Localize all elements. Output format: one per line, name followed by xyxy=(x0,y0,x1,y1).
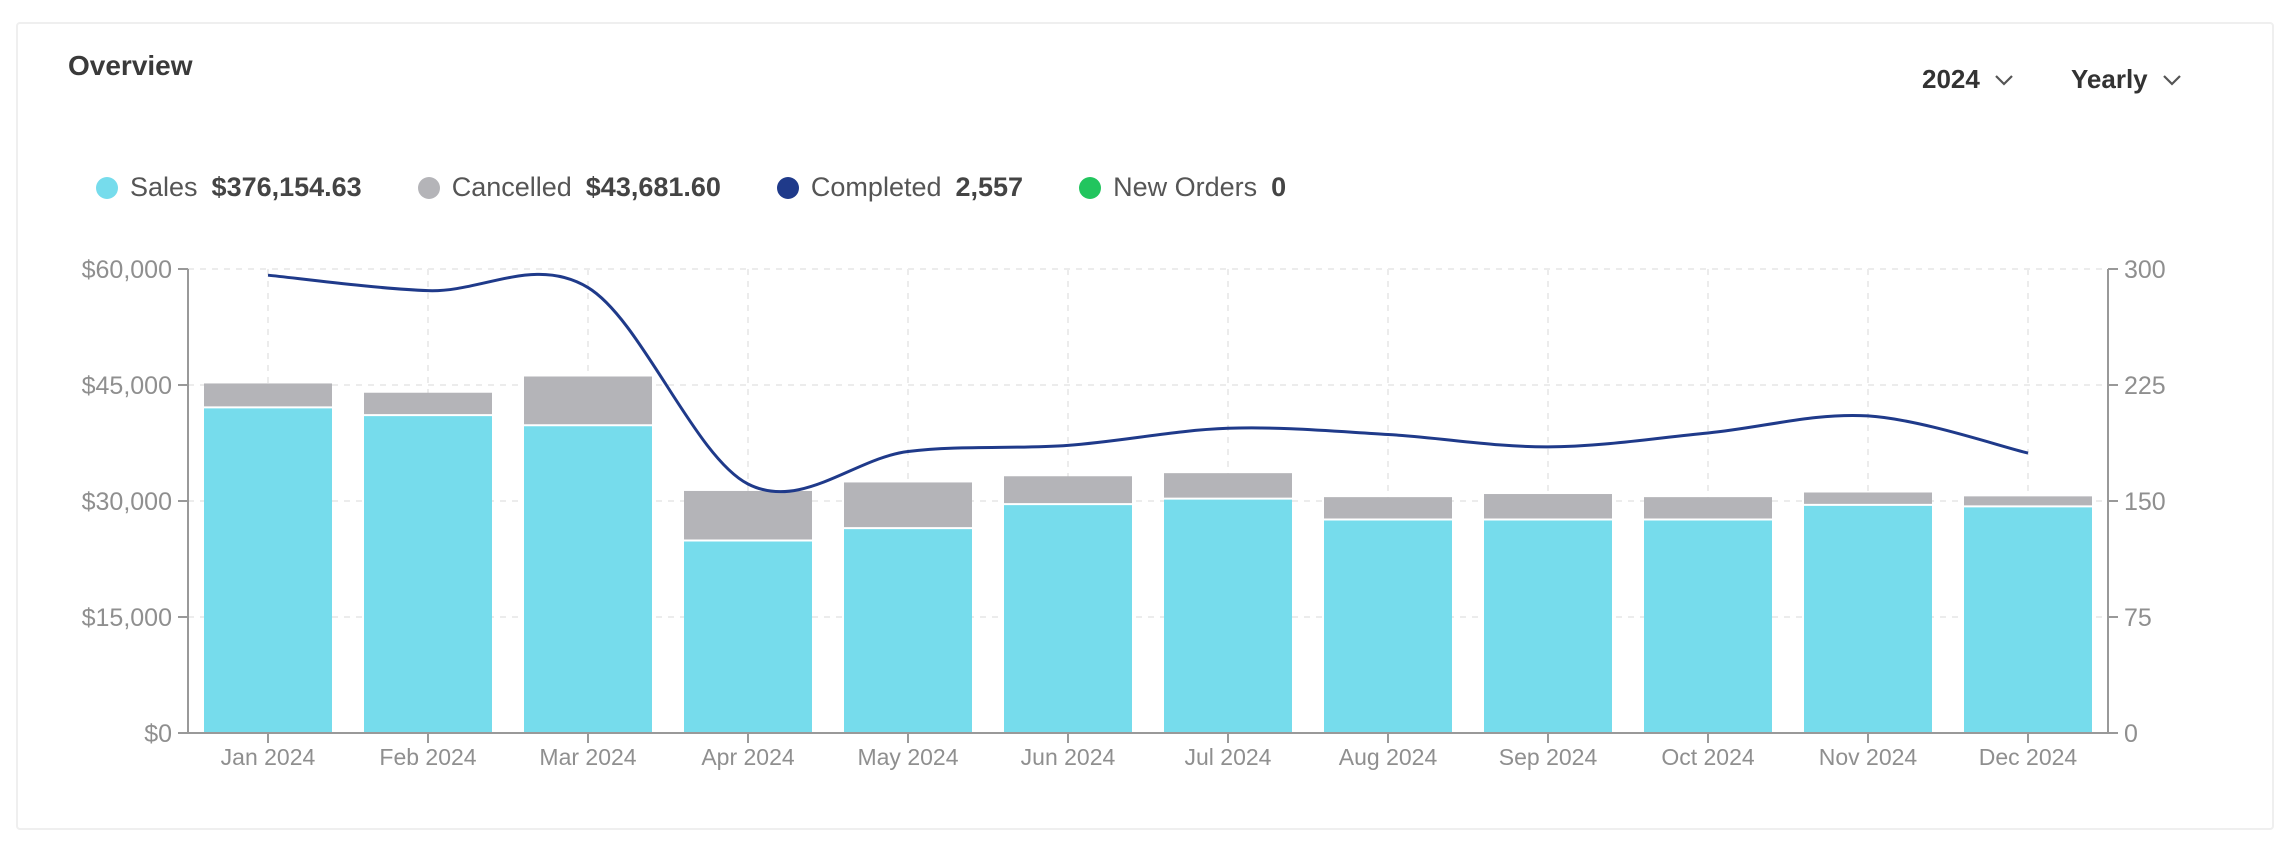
bar-cancelled xyxy=(844,482,972,529)
chart-legend: Sales $376,154.63 Cancelled $43,681.60 C… xyxy=(96,172,1342,203)
bar-sales xyxy=(844,528,972,733)
legend-value: 0 xyxy=(1271,172,1287,202)
x-tick-label: May 2024 xyxy=(857,744,958,770)
x-tick-label: Nov 2024 xyxy=(1819,744,1918,770)
y-right-tick-label: 225 xyxy=(2124,372,2166,400)
x-tick-label: Feb 2024 xyxy=(379,744,476,770)
bar-sales xyxy=(364,415,492,733)
y-left-tick-label: $60,000 xyxy=(82,256,172,284)
legend-value: $376,154.63 xyxy=(211,172,362,202)
bar-cancelled xyxy=(1644,497,1772,520)
legend-item-new-orders[interactable]: New Orders 0 xyxy=(1079,172,1286,203)
bar-cancelled xyxy=(1804,492,1932,505)
legend-value: 2,557 xyxy=(955,172,1024,202)
bar-sales xyxy=(1804,504,1932,733)
y-left-tick-label: $15,000 xyxy=(82,604,172,632)
bar-cancelled xyxy=(1004,476,1132,505)
bar-sales xyxy=(1004,504,1132,733)
y-left-tick-label: $30,000 xyxy=(82,488,172,516)
period-dropdown[interactable]: Yearly xyxy=(2071,64,2182,95)
legend-item-cancelled[interactable]: Cancelled $43,681.60 xyxy=(417,172,721,203)
chevron-down-icon xyxy=(2162,74,2181,86)
bar-sales xyxy=(1484,519,1612,733)
y-right-tick-label: 300 xyxy=(2124,256,2166,284)
bar-sales xyxy=(1644,519,1772,733)
bar-cancelled xyxy=(1484,494,1612,520)
x-tick-label: Sep 2024 xyxy=(1499,744,1598,770)
x-tick-label: Dec 2024 xyxy=(1979,744,2078,770)
legend-value: $43,681.60 xyxy=(585,172,721,202)
bar-sales xyxy=(1164,498,1292,733)
legend-item-completed[interactable]: Completed 2,557 xyxy=(776,172,1024,203)
completed-line xyxy=(267,272,2029,494)
bar-cancelled xyxy=(364,392,492,416)
legend-label: New Orders xyxy=(1113,172,1258,202)
y-right-tick-label: 75 xyxy=(2124,604,2152,632)
bar-cancelled xyxy=(684,490,812,541)
year-dropdown-label: 2024 xyxy=(1922,64,1980,94)
legend-item-sales[interactable]: Sales $376,154.63 xyxy=(96,172,362,203)
legend-label: Cancelled xyxy=(451,172,572,202)
x-tick-label: Mar 2024 xyxy=(539,744,636,770)
x-tick-label: Oct 2024 xyxy=(1661,744,1755,770)
bar-cancelled xyxy=(1964,496,2092,507)
bar-cancelled xyxy=(204,383,332,408)
period-dropdown-label: Yearly xyxy=(2071,64,2148,94)
page-title: Overview xyxy=(68,50,193,81)
legend-dot-completed xyxy=(776,176,799,199)
bar-sales xyxy=(1324,519,1452,733)
chevron-down-icon xyxy=(1995,74,2013,86)
legend-label: Sales xyxy=(130,172,198,202)
bar-sales xyxy=(524,425,652,733)
y-left-tick-label: $0 xyxy=(144,720,172,748)
bar-sales xyxy=(684,540,812,733)
y-right-tick-label: 150 xyxy=(2124,488,2166,516)
bar-cancelled xyxy=(524,376,652,426)
x-tick-label: Jul 2024 xyxy=(1185,744,1272,770)
legend-dot-new-orders xyxy=(1079,176,1102,199)
x-tick-label: Aug 2024 xyxy=(1339,744,1438,770)
legend-label: Completed xyxy=(810,172,942,202)
x-tick-label: Jun 2024 xyxy=(1021,744,1116,770)
bar-sales xyxy=(204,407,332,733)
x-tick-label: Apr 2024 xyxy=(701,744,795,770)
bar-cancelled xyxy=(1324,497,1452,520)
bar-cancelled xyxy=(1164,473,1292,499)
y-left-tick-label: $45,000 xyxy=(82,372,172,400)
x-tick-label: Jan 2024 xyxy=(221,744,316,770)
year-dropdown[interactable]: 2024 xyxy=(1922,64,2014,95)
bar-sales xyxy=(1964,506,2092,733)
legend-dot-sales xyxy=(96,176,118,199)
legend-dot-cancelled xyxy=(417,176,440,199)
y-right-tick-label: 0 xyxy=(2124,720,2138,748)
